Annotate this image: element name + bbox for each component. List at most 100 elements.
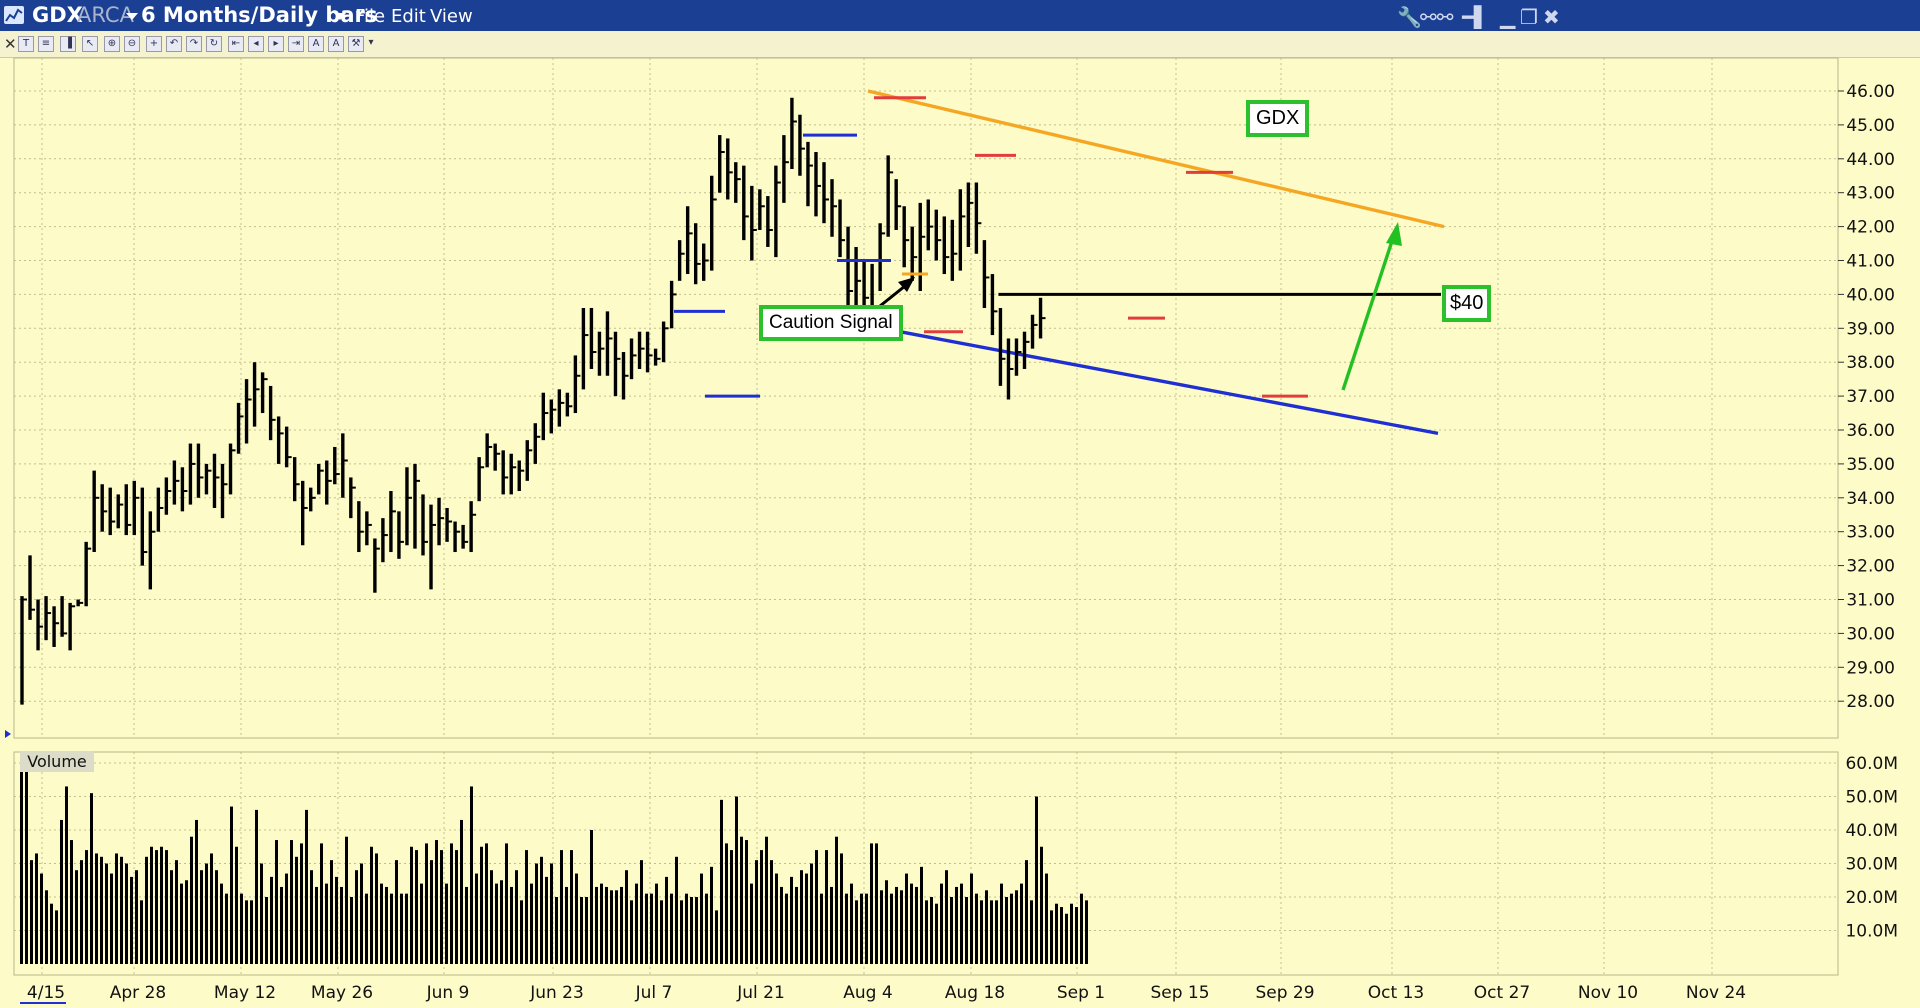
price-tick-label: 38.00 [1846, 353, 1895, 373]
price-bar [669, 280, 677, 329]
volume-bar [895, 886, 898, 964]
close-toolbar-icon[interactable]: ✕ [4, 35, 17, 53]
price-bar [742, 165, 749, 241]
volume-bar [300, 843, 303, 964]
x-tick-label: Sep 29 [1255, 983, 1314, 1003]
price-bar [758, 189, 765, 230]
volume-tick-label: 50.0M [1845, 788, 1898, 808]
scroll-end-icon[interactable]: ⇥ [288, 36, 304, 52]
scroll-left-icon[interactable]: ◂ [248, 36, 264, 52]
volume-tick-label: 40.0M [1845, 821, 1898, 841]
pointer-tool-icon[interactable]: ↖ [82, 36, 98, 52]
volume-bar [270, 876, 273, 964]
volume-bar [400, 893, 403, 964]
price-bar [389, 491, 396, 553]
symbol-dropdown-icon[interactable] [126, 13, 138, 20]
volume-bar [30, 860, 33, 964]
menu-file[interactable]: File [355, 6, 386, 27]
price-bar [702, 243, 709, 281]
grid-tool-icon[interactable]: ≡ [38, 36, 54, 52]
volume-bar [495, 883, 498, 964]
exchange-label[interactable]: ARCA [77, 3, 134, 27]
volume-bar [170, 870, 173, 964]
price-bar [44, 596, 52, 641]
x-tick-label: Nov 24 [1686, 983, 1746, 1003]
price-bar [782, 135, 789, 203]
price-bar [573, 355, 581, 414]
zoom-in-icon[interactable]: ⊕ [104, 36, 120, 52]
price-bar [597, 331, 605, 376]
volume-bar [565, 886, 568, 964]
menu-edit[interactable]: Edit [391, 6, 426, 27]
restore-icon[interactable]: ❐ [1520, 5, 1538, 29]
volume-bar [680, 900, 683, 964]
volume-bar [605, 886, 608, 964]
price-bar [292, 457, 300, 502]
volume-bar [60, 819, 63, 964]
menu-view[interactable]: View [430, 6, 473, 27]
volume-bar [340, 886, 343, 964]
redo-icon[interactable]: ↷ [186, 36, 202, 52]
volume-bar [345, 836, 348, 964]
volume-bar [1000, 883, 1003, 964]
volume-bar [820, 893, 823, 964]
text-tool-icon[interactable]: T [18, 36, 34, 52]
scroll-start-icon[interactable]: ⇤ [228, 36, 244, 52]
volume-bar [175, 860, 178, 964]
volume-bar [310, 870, 313, 964]
pin-icon[interactable]: ━▌ [1462, 5, 1490, 29]
volume-bar [445, 883, 448, 964]
minimize-icon[interactable]: ▁ [1500, 5, 1516, 29]
volume-bar [920, 866, 923, 964]
toolbar-menu-chevron-down-icon[interactable]: ▾ [368, 37, 374, 48]
settings-tool-icon[interactable]: ⚒ [348, 36, 364, 52]
volume-bar [390, 893, 393, 964]
volume-bar [690, 897, 693, 964]
price-bar [798, 114, 805, 176]
price-tick-label: 34.00 [1846, 489, 1895, 509]
volume-bar [835, 836, 838, 964]
crosshair-icon[interactable]: + [146, 36, 162, 52]
undo-icon[interactable]: ↶ [166, 36, 182, 52]
volume-bar [940, 883, 943, 964]
breakout-arrow-icon [1341, 231, 1397, 391]
wrench-icon[interactable]: 🔧 [1397, 5, 1422, 29]
volume-bar [485, 843, 488, 964]
price-bar [180, 467, 188, 512]
volume-bar [255, 809, 258, 964]
font-tool-icon[interactable]: A [328, 36, 344, 52]
volume-bar [25, 769, 28, 964]
volume-bar [855, 900, 858, 964]
price-bar [196, 443, 204, 498]
price-bar [910, 226, 918, 281]
price-bar [774, 165, 781, 258]
close-icon[interactable]: ✖ [1543, 5, 1560, 29]
volume-bar [1020, 883, 1023, 964]
volume-bar [480, 846, 483, 964]
refresh-icon[interactable]: ↻ [206, 36, 222, 52]
volume-bar [585, 897, 588, 964]
price-bar [405, 467, 412, 546]
symbol-label[interactable]: GDX [32, 3, 83, 27]
volume-bar [125, 863, 128, 964]
volume-bar [330, 860, 333, 964]
period-dropdown-icon[interactable] [334, 13, 346, 20]
volume-bar [510, 886, 513, 964]
bar-tool-icon[interactable]: ▐ [60, 36, 76, 52]
x-tick-label: Oct 27 [1474, 983, 1530, 1003]
price-tick-label: 37.00 [1846, 387, 1895, 407]
volume-bar [165, 850, 168, 964]
price-bar [140, 487, 148, 566]
zoom-out-icon[interactable]: ⊖ [124, 36, 140, 52]
scroll-right-icon[interactable]: ▸ [268, 36, 284, 52]
volume-bar [350, 897, 353, 964]
volume-bar [950, 897, 953, 964]
volume-bar [320, 843, 323, 964]
volume-bar [825, 850, 828, 964]
panel-expand-icon [5, 730, 11, 738]
link-icon[interactable]: ⚯⚯ [1420, 5, 1454, 29]
annotation-tool-icon[interactable]: A [308, 36, 324, 52]
price-bar [268, 385, 276, 441]
price-bar [677, 240, 685, 281]
